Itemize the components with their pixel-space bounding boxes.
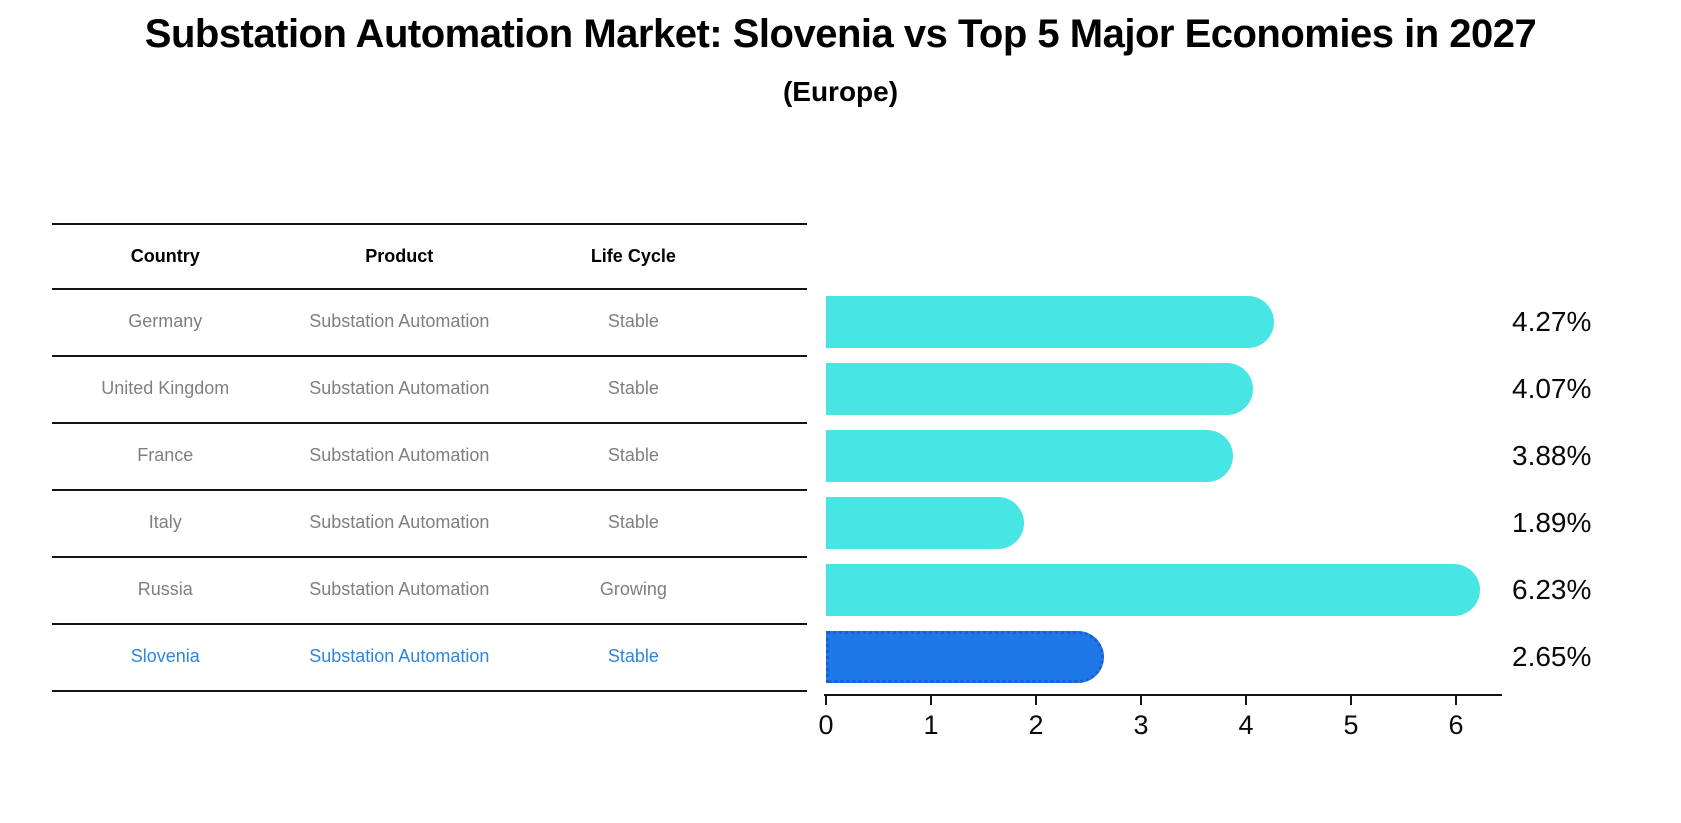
- table-rule-top: [52, 223, 807, 225]
- value-label-france: 3.88%: [1512, 439, 1592, 471]
- table-rule: [52, 355, 807, 357]
- country-table: Country Product Life Cycle Germany Substa…: [52, 223, 807, 693]
- lifecycle-cell-united-kingdom: Stable: [607, 378, 659, 398]
- x-tick-mark-5: [1350, 696, 1352, 705]
- table-row-slovenia: Slovenia Substation Automation Stable: [52, 623, 807, 690]
- bar-germany: [826, 295, 1274, 348]
- x-tick-mark-0: [825, 696, 827, 705]
- x-tick-label-4: 4: [1238, 710, 1254, 740]
- table-rule: [52, 489, 807, 491]
- product-cell-germany: Substation Automation: [309, 311, 490, 331]
- table-header-row: Country Product Life Cycle: [52, 225, 807, 288]
- lifecycle-cell-russia: Growing: [599, 579, 667, 599]
- table-row-germany: Germany Substation Automation Stable: [52, 288, 807, 355]
- country-cell-france: France: [137, 445, 194, 465]
- x-tick-mark-3: [1140, 696, 1142, 705]
- product-cell-united-kingdom: Substation Automation: [309, 378, 490, 398]
- table-header-product: Product: [365, 246, 434, 266]
- product-cell-france: Substation Automation: [309, 445, 490, 465]
- table-header-country: Country: [130, 246, 200, 266]
- lifecycle-cell-france: Stable: [607, 445, 659, 465]
- x-axis-line: [824, 694, 1502, 696]
- lifecycle-cell-germany: Stable: [607, 311, 659, 331]
- x-tick-label-2: 2: [1028, 710, 1044, 740]
- x-tick-label-1: 1: [923, 710, 939, 740]
- country-cell-united-kingdom: United Kingdom: [101, 378, 230, 398]
- table-row-russia: Russia Substation Automation Growing: [52, 556, 807, 623]
- bar-italy: [826, 496, 1024, 549]
- country-cell-italy: Italy: [148, 512, 182, 532]
- x-tick-label-3: 3: [1133, 710, 1149, 740]
- product-cell-italy: Substation Automation: [309, 512, 490, 532]
- x-tick-mark-4: [1245, 696, 1247, 705]
- table-row-italy: Italy Substation Automation Stable: [52, 489, 807, 556]
- chart-subtitle: (Europe): [782, 76, 899, 107]
- chart-title: Substation Automation Market: Slovenia v…: [144, 12, 1537, 56]
- country-cell-slovenia: Slovenia: [130, 646, 200, 666]
- x-tick-label-0: 0: [818, 710, 834, 740]
- table-rule: [52, 422, 807, 424]
- product-cell-russia: Substation Automation: [309, 579, 490, 599]
- value-label-united-kingdom: 4.07%: [1512, 372, 1592, 404]
- table-rule-header-bottom: [52, 288, 807, 290]
- lifecycle-cell-slovenia: Stable: [607, 646, 659, 666]
- bar-france: [826, 429, 1233, 482]
- value-label-italy: 1.89%: [1512, 506, 1592, 538]
- country-cell-russia: Russia: [137, 579, 193, 599]
- bar-slovenia: [826, 630, 1104, 683]
- x-tick-label-6: 6: [1448, 710, 1464, 740]
- product-cell-slovenia: Substation Automation: [309, 646, 490, 666]
- x-tick-mark-6: [1455, 696, 1457, 705]
- country-cell-germany: Germany: [128, 311, 203, 331]
- bar-united-kingdom: [826, 362, 1253, 415]
- table-header-lifecycle: Life Cycle: [590, 246, 676, 266]
- x-tick-label-5: 5: [1343, 710, 1359, 740]
- table-rule: [52, 623, 807, 625]
- x-tick-mark-1: [930, 696, 932, 705]
- table-rule: [52, 690, 807, 692]
- value-label-slovenia: 2.65%: [1512, 640, 1592, 672]
- table-rule: [52, 556, 807, 558]
- lifecycle-cell-italy: Stable: [607, 512, 659, 532]
- table-row-united-kingdom: United Kingdom Substation Automation Stabl…: [52, 355, 807, 422]
- table-row-france: France Substation Automation Stable: [52, 422, 807, 489]
- bar-russia: [826, 563, 1480, 616]
- value-label-germany: 4.27%: [1512, 305, 1592, 337]
- value-label-russia: 6.23%: [1512, 573, 1592, 605]
- x-tick-mark-2: [1035, 696, 1037, 705]
